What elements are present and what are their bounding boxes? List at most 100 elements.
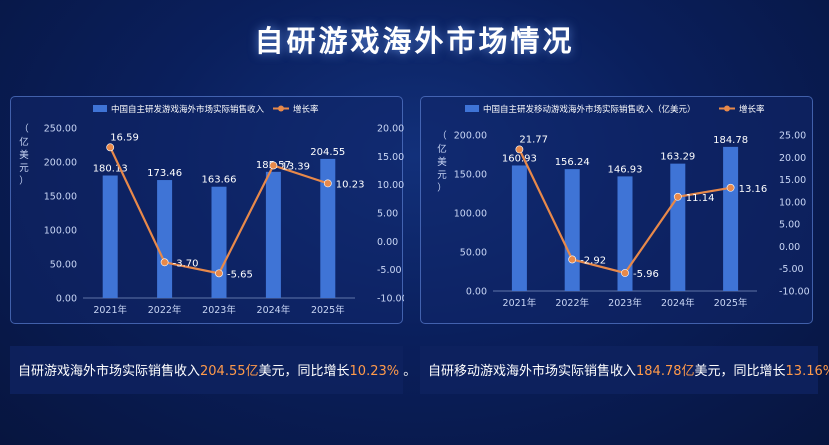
legend-line-marker (278, 105, 284, 112)
growth-value-label: 13.16 (739, 184, 768, 195)
y-tick-label: 100.00 (454, 209, 487, 220)
y-axis-unit-char: 亿 (437, 143, 447, 155)
legend-line-label: 增长率 (293, 104, 319, 115)
y2-tick-label: 5.00 (377, 209, 398, 220)
y-tick-label: 150.00 (44, 192, 77, 203)
growth-point (269, 161, 278, 170)
caption-value: 184.78亿 (636, 364, 695, 379)
y2-tick-label: -10.00 (377, 294, 404, 305)
y-axis-unit-char: 亿 (19, 136, 29, 148)
legend-bar-label: 中国自主研发移动游戏海外市场实际销售收入（亿美元） (483, 104, 696, 115)
caption-mid: 美元，同比增长 (258, 364, 350, 379)
x-tick-label: 2025年 (714, 297, 748, 309)
caption-mobile-revenue: 自研移动游戏海外市场实际销售收入184.78亿美元，同比增长13.16%。 (420, 346, 829, 394)
y2-tick-label: 10.00 (779, 197, 806, 208)
y-tick-label: 250.00 (44, 124, 77, 135)
caption-game-revenue: 自研游戏海外市场实际销售收入204.55亿美元，同比增长10.23% 。 (10, 346, 416, 394)
growth-point (568, 255, 577, 264)
y2-tick-label: -5.00 (779, 264, 804, 275)
y-axis-unit-char: 元 (437, 170, 447, 181)
legend-bar-swatch (465, 105, 479, 112)
bar-value-label: 184.78 (713, 135, 748, 146)
bar (617, 176, 633, 291)
bar (564, 169, 580, 291)
bar (320, 158, 336, 298)
y-axis-unit-char: （ (437, 130, 447, 142)
bar-value-label: 156.24 (555, 157, 590, 168)
y-tick-label: 200.00 (44, 158, 77, 169)
y2-tick-label: 0.00 (779, 242, 800, 253)
bar-value-label: 180.13 (93, 164, 128, 175)
y2-tick-label: 10.00 (377, 180, 404, 191)
growth-point (323, 179, 332, 188)
caption-prefix: 自研游戏海外市场实际销售收入 (18, 364, 201, 379)
growth-point (673, 192, 682, 201)
x-tick-label: 2022年 (555, 297, 589, 309)
growth-value-label: 13.39 (281, 161, 310, 172)
x-tick-label: 2021年 (503, 297, 537, 309)
bar-value-label: 163.66 (202, 175, 237, 186)
bar (511, 165, 527, 291)
x-tick-label: 2024年 (257, 304, 291, 316)
growth-point (621, 269, 629, 277)
legend-bar-swatch (93, 105, 107, 112)
growth-value-label: 11.14 (686, 193, 715, 204)
y2-tick-label: 5.00 (779, 220, 800, 231)
growth-point (726, 183, 735, 192)
combo-chart-game-revenue: 中国自主研发游戏海外市场实际销售收入 增长率 （亿美元） 250.00 200.00 15… (19, 104, 404, 316)
bar (211, 186, 227, 298)
legend-line-marker (724, 105, 730, 112)
bar-value-label: 146.93 (608, 164, 643, 175)
y-axis-unit-char: ） (437, 182, 447, 194)
bar-value-label: 204.55 (310, 147, 345, 158)
y2-tick-label: 20.00 (779, 153, 806, 164)
growth-value-label: -5.65 (227, 269, 253, 280)
y2-tick-label: 15.00 (779, 175, 806, 186)
growth-point (160, 258, 169, 267)
x-tick-label: 2021年 (93, 304, 127, 316)
x-tick-label: 2023年 (202, 304, 236, 316)
x-tick-label: 2022年 (148, 304, 182, 316)
growth-value-label: 21.77 (519, 134, 548, 145)
bar-value-label: 163.29 (660, 152, 695, 163)
chart-panel-mobile-revenue: 中国自主研发移动游戏海外市场实际销售收入（亿美元） 增长率 （亿美元） 200.00 1… (420, 96, 813, 324)
caption-prefix: 自研移动游戏海外市场实际销售收入 (428, 364, 637, 379)
y-tick-label: 150.00 (454, 170, 487, 181)
y2-tick-label: 15.00 (377, 152, 404, 163)
growth-value-label: -5.96 (633, 269, 659, 280)
bar (102, 175, 118, 298)
chart-panel-game-revenue: 中国自主研发游戏海外市场实际销售收入 增长率 （亿美元） 250.00 200.00 15… (10, 96, 404, 324)
y-axis-unit-char: 美 (437, 156, 447, 168)
growth-point (215, 269, 223, 278)
bar (670, 163, 686, 291)
page-title: 自研游戏海外市场情况 (254, 24, 575, 58)
y-tick-label: 200.00 (454, 131, 487, 142)
bar (723, 146, 739, 291)
growth-value-label: -2.92 (580, 255, 606, 266)
growth-point (515, 145, 524, 154)
caption-growth: 13.16% (785, 364, 829, 379)
x-tick-label: 2023年 (608, 297, 642, 309)
bar (265, 171, 281, 298)
bar-value-label: 160.93 (502, 153, 537, 164)
x-tick-label: 2025年 (311, 304, 345, 316)
y-tick-label: 0.00 (466, 287, 487, 298)
bar (157, 180, 173, 298)
y-axis-unit-char: 元 (19, 163, 29, 174)
y2-tick-label: -10.00 (779, 287, 810, 298)
x-tick-label: 2024年 (661, 297, 695, 309)
y-tick-label: 50.00 (50, 260, 77, 271)
combo-chart-mobile-revenue: 中国自主研发移动游戏海外市场实际销售收入（亿美元） 增长率 （亿美元） 200.00 1… (437, 104, 810, 309)
y-tick-label: 50.00 (460, 248, 487, 259)
growth-value-label: 10.23 (336, 179, 365, 190)
caption-mid: 美元，同比增长 (694, 364, 786, 379)
y2-tick-label: 25.00 (779, 131, 806, 142)
legend-bar-label: 中国自主研发游戏海外市场实际销售收入 (111, 104, 265, 115)
growth-value-label: 16.59 (110, 132, 139, 143)
y-tick-label: 100.00 (44, 226, 77, 237)
caption-growth: 10.23% (349, 364, 400, 379)
legend-line-label: 增长率 (739, 104, 765, 115)
y2-tick-label: -5.00 (377, 265, 402, 276)
caption-suffix: 。 (399, 364, 417, 379)
y-axis-unit-char: ） (19, 175, 29, 187)
